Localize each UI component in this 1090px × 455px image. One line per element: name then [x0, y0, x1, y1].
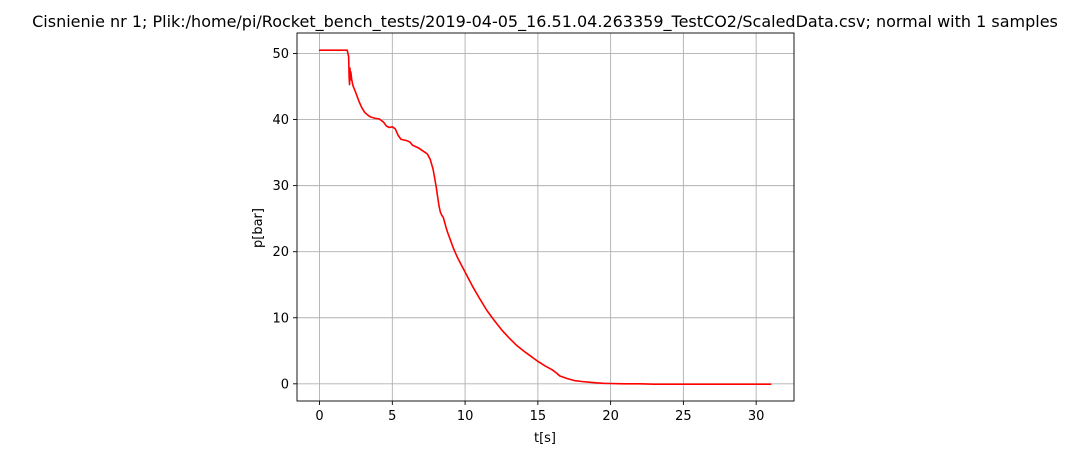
y-tick-label: 30 — [272, 179, 289, 194]
y-tick-label: 50 — [272, 47, 289, 62]
y-tick-label: 40 — [272, 113, 289, 128]
x-tick-label: 10 — [457, 409, 474, 424]
x-tick-label: 15 — [530, 409, 547, 424]
y-tick-label: 10 — [272, 311, 289, 326]
x-axis-ticks: 0 5 10 15 20 25 30 — [315, 401, 764, 424]
x-tick-label: 5 — [388, 409, 396, 424]
x-tick-label: 20 — [602, 409, 619, 424]
x-tick-label: 0 — [315, 409, 323, 424]
y-tick-label: 0 — [281, 377, 289, 392]
y-tick-label: 20 — [272, 245, 289, 260]
chart-title: Cisnienie nr 1; Plik:/home/pi/Rocket_ben… — [32, 12, 1058, 32]
pressure-series-line — [318, 49, 772, 385]
plot-frame — [296, 32, 795, 402]
x-axis-label: t[s] — [534, 431, 556, 446]
series-layer — [318, 49, 772, 385]
y-axis-label: p[bar] — [251, 208, 266, 248]
x-tick-label: 30 — [748, 409, 765, 424]
grid — [297, 33, 794, 401]
x-tick-label: 25 — [675, 409, 692, 424]
y-axis-ticks: 0 10 20 30 40 50 — [272, 47, 297, 392]
